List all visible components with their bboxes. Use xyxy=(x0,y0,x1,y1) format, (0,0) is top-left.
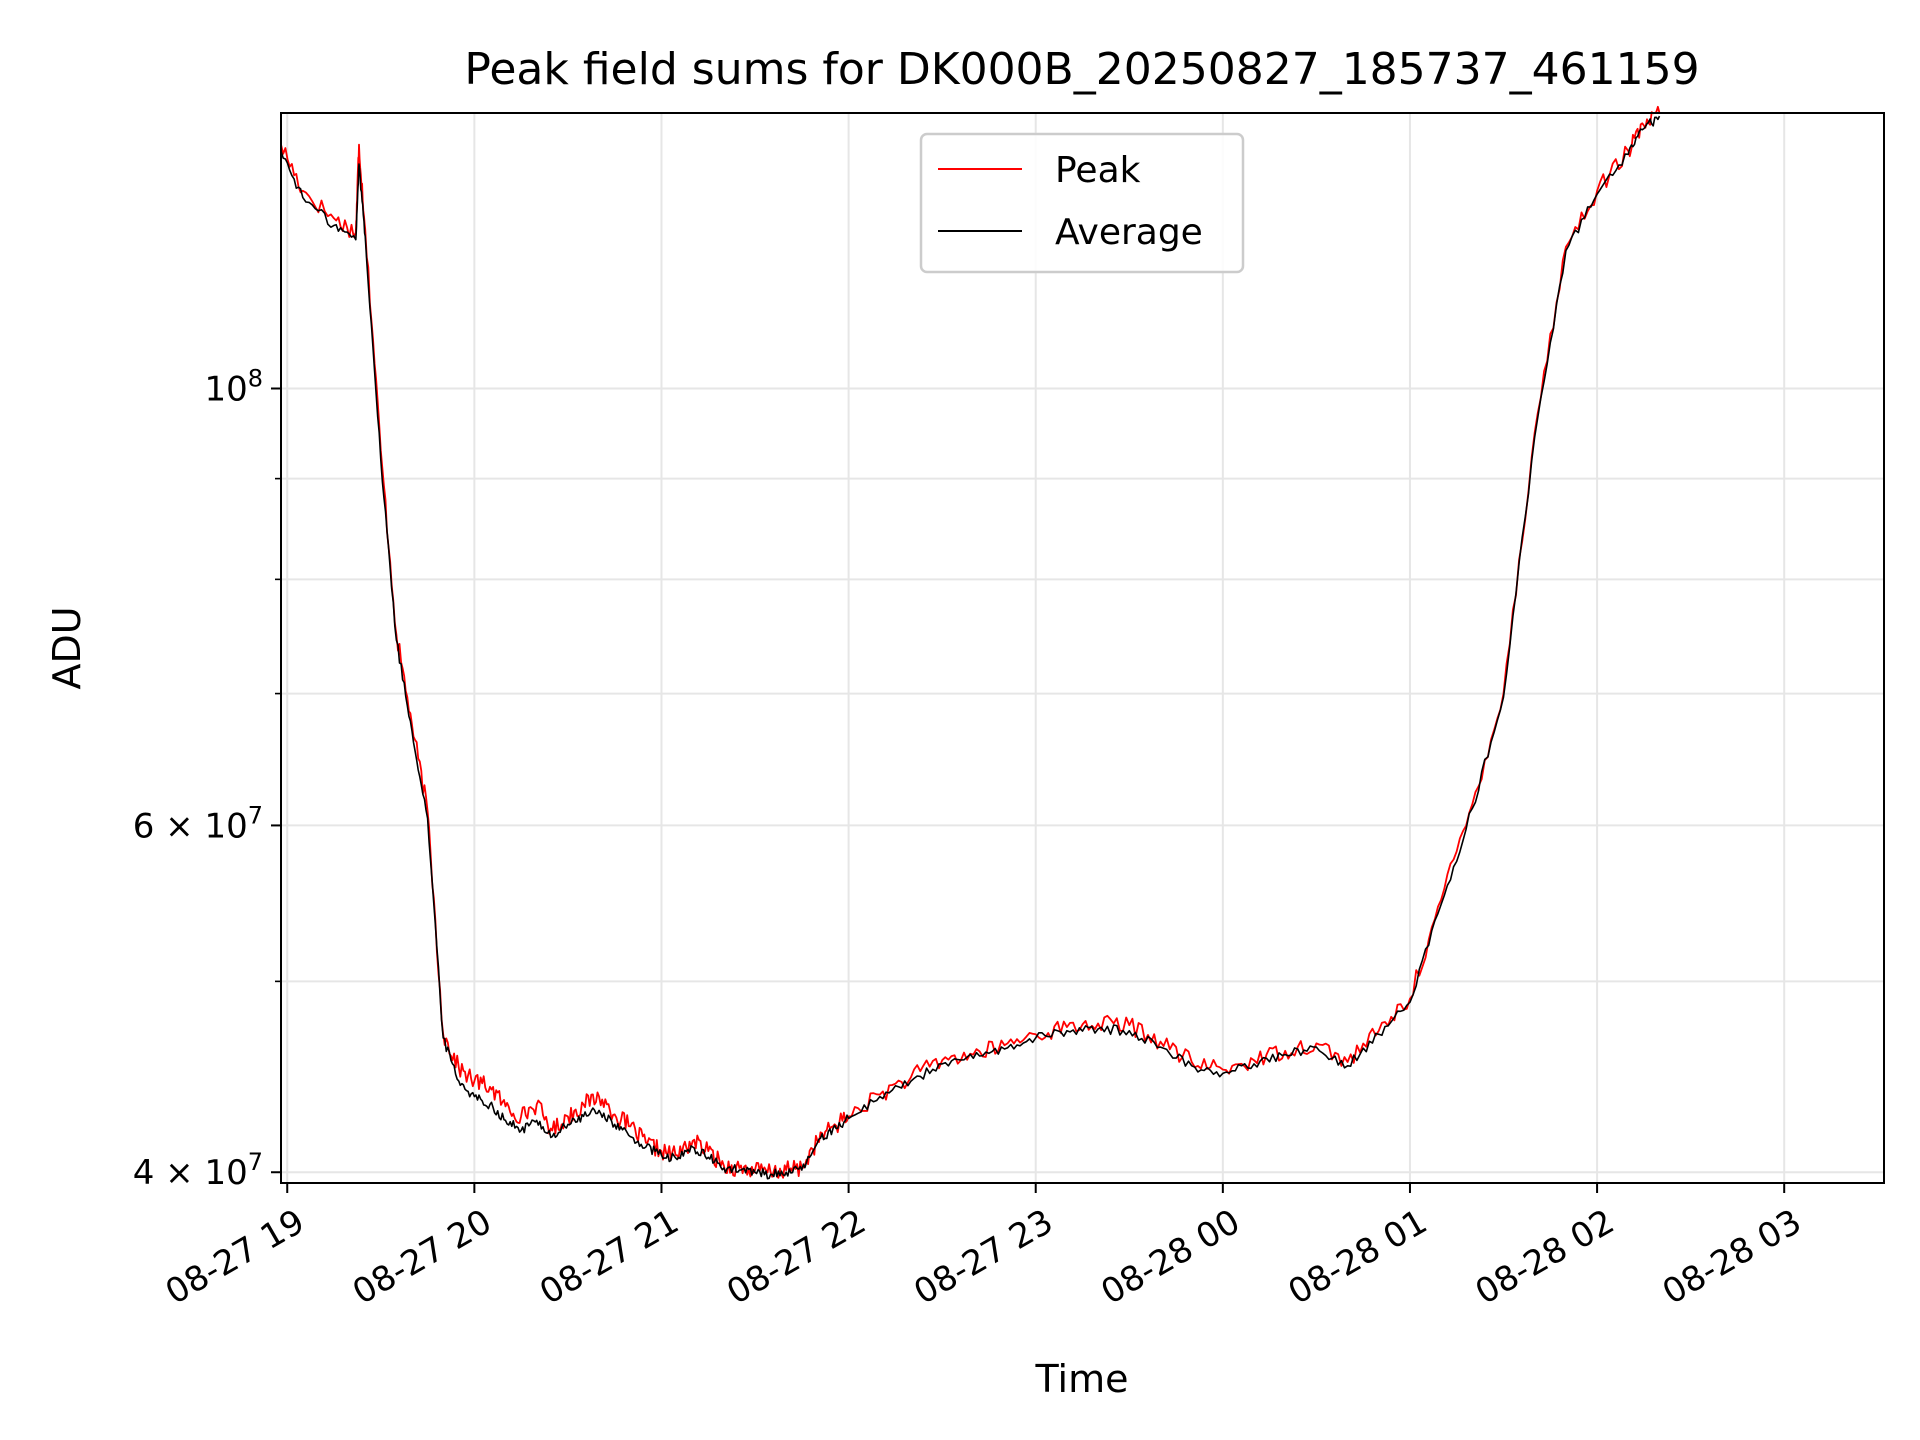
y-axis-label: ADU xyxy=(45,606,89,689)
y-tick-label: 4 × 107 xyxy=(133,1148,263,1193)
series-line-average xyxy=(280,115,1661,1180)
plot-series xyxy=(280,105,1661,1180)
plot-frame xyxy=(280,112,1885,1184)
y-tick-label: 108 xyxy=(204,364,263,409)
x-axis-label: Time xyxy=(1035,1357,1129,1401)
series-line-peak xyxy=(280,105,1661,1179)
legend: Peak Average xyxy=(919,132,1245,274)
y-tick-label: 6 × 107 xyxy=(133,801,263,846)
legend-label-average: Average xyxy=(1055,212,1203,253)
legend-label-peak: Peak xyxy=(1055,150,1141,191)
grid xyxy=(281,113,1884,1183)
chart-title: Peak field sums for DK000B_20250827_1857… xyxy=(464,44,1699,95)
